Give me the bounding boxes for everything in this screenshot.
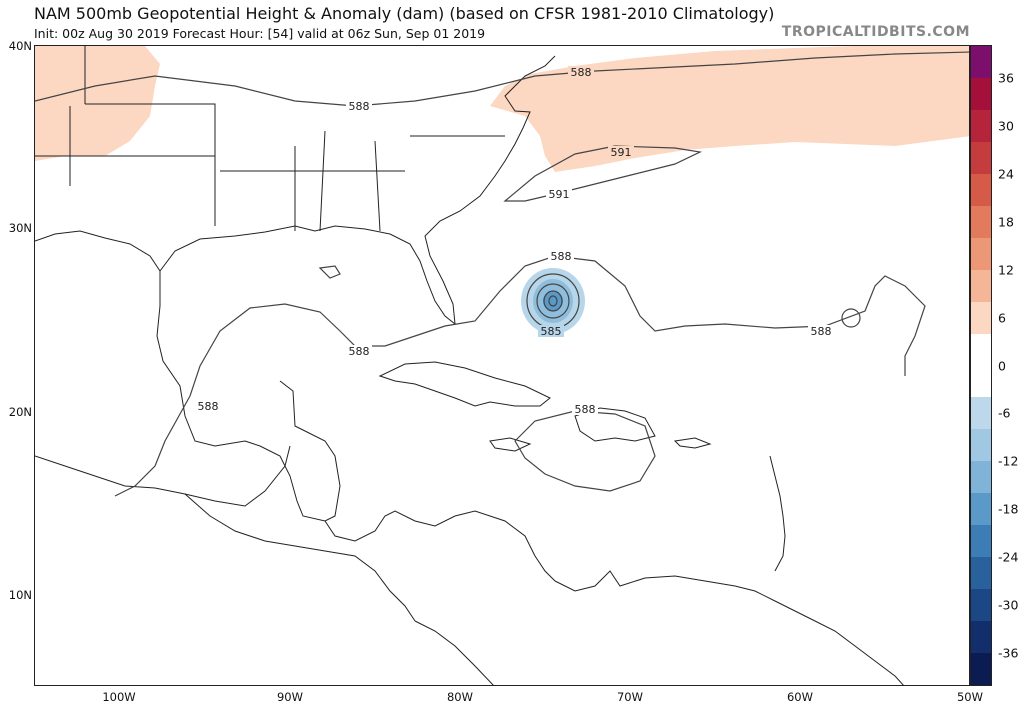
colorbar-tick-label: 30 — [998, 118, 1014, 134]
colorbar-segment — [971, 397, 991, 430]
colorbar-segment — [971, 589, 991, 622]
colorbar-segment — [971, 461, 991, 494]
positive-anomaly-northeast — [490, 46, 969, 172]
colorbar-tick-label: 12 — [998, 262, 1014, 278]
chart-title: NAM 500mb Geopotential Height & Anomaly … — [34, 4, 775, 23]
colorbar-segment — [971, 365, 991, 398]
colorbar-segment — [971, 429, 991, 462]
colorbar-tick-label: -12 — [998, 453, 1019, 469]
contour-label: 588 — [349, 345, 370, 358]
contour-label: 588 — [198, 400, 219, 413]
colorbar-tick-label: -6 — [998, 405, 1011, 421]
colorbar-segment — [971, 557, 991, 590]
contour-588-west-loop — [189, 255, 926, 397]
map-svg: 588 588 591 591 588 585 588 588 588 588 — [35, 46, 969, 685]
lon-label-70w: 70W — [616, 690, 644, 704]
map-background — [35, 46, 969, 685]
lat-label-30n: 30N — [8, 221, 32, 235]
map-panel: 588 588 591 591 588 585 588 588 588 588 — [34, 45, 970, 686]
colorbar-segment — [971, 205, 991, 239]
colorbar-tick-label: 36 — [998, 70, 1014, 86]
anomaly-colorbar — [970, 45, 992, 686]
contour-588-gulf — [114, 395, 191, 497]
contour-label: 588 — [349, 100, 370, 113]
contour-label-group: 588 588 591 591 588 585 588 588 588 588 — [195, 66, 834, 416]
colorbar-tick-label: 18 — [998, 214, 1014, 230]
lat-label-20n: 20N — [8, 405, 32, 419]
colorbar-tick-label: 0 — [998, 358, 1006, 373]
negative-anomaly-center — [543, 291, 563, 311]
lat-label-40n: 40N — [8, 39, 32, 53]
contour-label: 591 — [549, 188, 570, 201]
site-watermark: TROPICALTIDBITS.COM — [781, 24, 970, 40]
lon-label-90w: 90W — [276, 690, 304, 704]
contour-588-caribbean — [514, 410, 656, 492]
colorbar-segment — [971, 173, 991, 207]
colorbar-tick-label: -30 — [998, 597, 1019, 613]
colorbar-segment — [971, 269, 991, 303]
colorbar-segment — [971, 301, 991, 335]
contour-588-north — [35, 51, 969, 107]
contour-inner-3 — [548, 295, 558, 307]
contour-label: 588 — [551, 250, 572, 263]
colorbar-tick-label: -18 — [998, 501, 1019, 517]
contour-label: 591 — [611, 146, 632, 159]
colorbar-tick-label: -36 — [998, 645, 1019, 661]
colorbar-tick-label: 24 — [998, 166, 1014, 182]
lon-label-80w: 80W — [446, 690, 474, 704]
lat-label-10n: 10N — [8, 588, 32, 602]
contour-label: 588 — [571, 66, 592, 79]
contour-small-gulf — [318, 265, 341, 279]
colorbar-segment — [971, 237, 991, 271]
height-contours — [35, 51, 969, 497]
lon-label-100w: 100W — [102, 690, 136, 704]
contour-label: 585 — [541, 325, 562, 338]
contour-small-loop — [841, 308, 861, 328]
colorbar-segment — [971, 333, 991, 366]
colorbar-segment — [971, 109, 991, 143]
contour-inner-1 — [536, 283, 570, 319]
colorbar-segment — [971, 653, 991, 686]
colorbar-segment — [971, 493, 991, 526]
colorbar-segment — [971, 525, 991, 558]
contour-label: 588 — [575, 403, 596, 416]
lon-label-50w: 50W — [956, 690, 984, 704]
contour-inner-2 — [543, 290, 563, 312]
colorbar-tick-label: 6 — [998, 310, 1006, 326]
colorbar-segment — [971, 46, 991, 79]
colorbar-segment — [971, 141, 991, 175]
coastlines — [35, 46, 904, 685]
contour-label: 588 — [811, 325, 832, 338]
colorbar-tick-label: -24 — [998, 549, 1019, 565]
chart-subtitle: Init: 00z Aug 30 2019 Forecast Hour: [54… — [34, 26, 486, 41]
colorbar-segment — [971, 621, 991, 654]
lon-label-60w: 60W — [786, 690, 814, 704]
colorbar-segment — [971, 77, 991, 111]
